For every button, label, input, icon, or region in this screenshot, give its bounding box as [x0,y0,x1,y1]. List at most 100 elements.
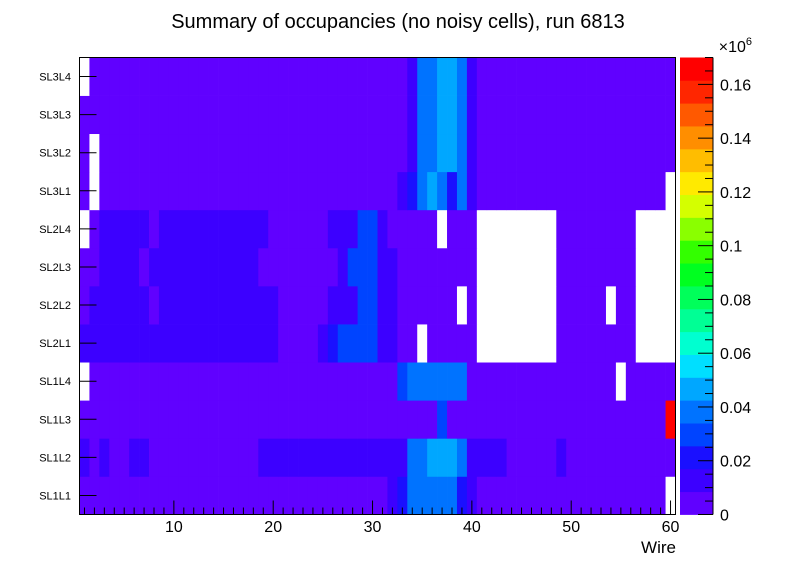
heatmap-cell [129,209,140,249]
heatmap-cell [397,171,408,211]
heatmap-cell [248,324,259,363]
heatmap-cell [347,95,358,135]
heatmap-cell [367,95,378,135]
heatmap-cell [109,286,120,325]
heatmap-cell [427,476,438,515]
heatmap-cell [158,133,170,173]
heatmap-cell [268,324,279,363]
heatmap-cell [486,95,498,135]
heatmap-cell [248,400,259,439]
heatmap-cell [576,438,587,477]
heatmap-cell [506,324,517,363]
heatmap-cell [149,438,160,477]
heatmap-cell [238,209,249,249]
heatmap-cell [278,362,289,401]
heatmap-cell [526,133,537,173]
heatmap-cell [387,95,398,135]
heatmap-cell [228,133,239,173]
heatmap-cell [248,57,259,96]
heatmap-cell [99,400,110,439]
heatmap-cell [377,171,388,211]
heatmap-cell [327,171,339,211]
heatmap-cell [605,286,617,325]
z-tick-label: 0 [720,508,729,525]
heatmap-cell [149,247,160,287]
heatmap-cell [387,476,398,515]
heatmap-cell [198,171,209,211]
heatmap-cell [596,400,607,439]
heatmap-cell [546,133,557,173]
heatmap-cell [476,247,488,287]
y-tick-label: SL1L1 [39,490,71,502]
heatmap-cell [645,286,656,325]
heatmap-cell [437,133,448,173]
heatmap-cell [417,133,428,173]
heatmap-cell [268,209,279,249]
heatmap-cell [615,476,627,515]
heatmap-cell [407,476,418,515]
heatmap-cell [596,476,607,515]
heatmap-cell [347,209,358,249]
heatmap-cell [268,171,279,211]
heatmap-cell [655,57,666,96]
heatmap-cell [466,95,478,135]
heatmap-cell [288,133,299,173]
heatmap-cell [367,57,378,96]
heatmap-cell [357,133,368,173]
palette-swatch [680,80,713,104]
heatmap-cell [417,362,428,401]
heatmap-cell [407,286,418,325]
heatmap-cell [129,286,140,325]
heatmap-cell [99,286,110,325]
heatmap-cell [158,324,170,363]
heatmap-cell [337,95,349,135]
heatmap-cell [466,400,478,439]
heatmap-cell [258,209,269,249]
heatmap-cell [546,286,557,325]
heatmap-cell [437,209,448,249]
heatmap-cell [645,476,656,515]
heatmap-cell [337,286,349,325]
heatmap-cell [625,57,637,96]
heatmap-cell [566,95,577,135]
heatmap-cell [576,286,587,325]
z-tick-label: 0.12 [720,185,751,202]
heatmap-cell [486,324,498,363]
heatmap-cell [109,247,120,287]
heatmap-cell [109,438,120,477]
heatmap-cell [417,209,428,249]
heatmap-cell [377,209,388,249]
heatmap-cell [625,362,637,401]
heatmap-cell [218,171,229,211]
heatmap-cell [566,57,577,96]
heatmap-cell [625,171,637,211]
heatmap-cell [625,247,637,287]
heatmap-cell [188,57,200,96]
heatmap-cell [605,438,617,477]
heatmap-cell [506,286,517,325]
heatmap-cell [218,324,229,363]
heatmap-cell [596,95,607,135]
heatmap-cell [248,286,259,325]
heatmap-cell [427,95,438,135]
heatmap-cell [327,438,339,477]
heatmap-cell [347,57,358,96]
y-tick-label: SL3L1 [39,186,71,198]
heatmap-cell [317,324,329,363]
heatmap-cell [139,400,150,439]
heatmap-cell [546,209,557,249]
heatmap-cell [347,400,358,439]
heatmap-cell [546,362,557,401]
heatmap-cell [506,438,517,477]
heatmap-cell [437,286,448,325]
heatmap-cell [248,362,259,401]
heatmap-cell [536,438,547,477]
heatmap-cell [178,476,190,515]
heatmap-cell [337,133,349,173]
heatmap-cell [377,57,388,96]
heatmap-cell [327,476,339,515]
heatmap-cell [238,57,249,96]
heatmap-cell [556,324,567,363]
heatmap-cell [109,476,120,515]
heatmap-cell [625,324,637,363]
